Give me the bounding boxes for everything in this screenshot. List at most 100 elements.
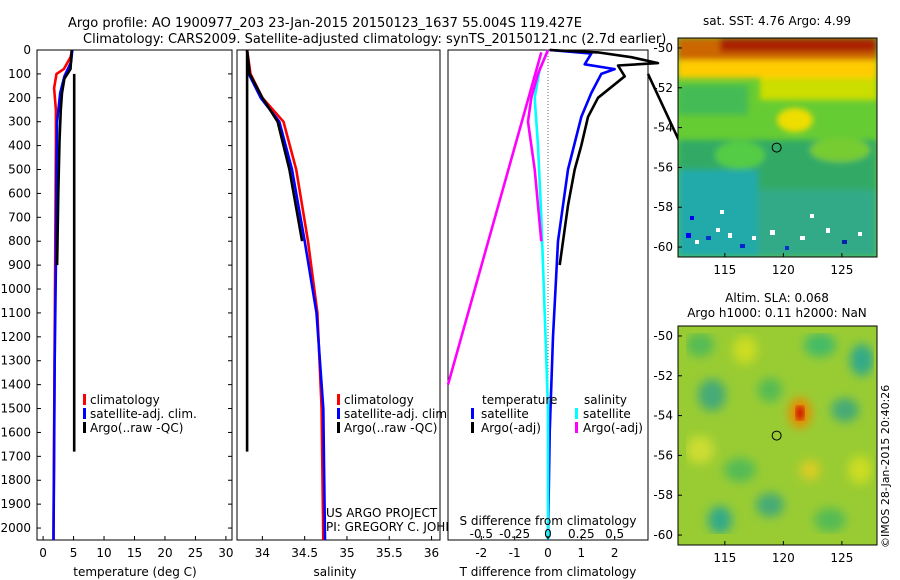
lat-tick-label: -54 — [653, 121, 673, 135]
difference-series — [446, 48, 683, 541]
series-line-0 — [546, 48, 617, 541]
legend-swatch-s-argo — [575, 422, 578, 433]
legend-swatch-satellite — [83, 408, 86, 419]
legend-label-s-satellite: satellite — [583, 407, 631, 421]
x-tick-label: 30 — [218, 546, 233, 560]
sst-axes — [677, 37, 878, 258]
lon-tick-label: 115 — [713, 263, 736, 277]
legend-swatch-s-satellite — [575, 408, 578, 419]
depth-tick-label: 1300 — [0, 354, 31, 368]
depth-ticks: 0 100 200 300 400 500 600 700 800 900 1000 1100 1200… — [0, 43, 232, 535]
x-tick-label: 20 — [157, 546, 172, 560]
depth-tick-label: 400 — [8, 139, 31, 153]
imos-stamp: ©IMOS 28-Jan-2015 20:40:26 — [879, 385, 892, 548]
series-line-1 — [52, 49, 74, 541]
header-line2: Climatology: CARS2009. Satellite-adjuste… — [83, 32, 666, 47]
depth-tick-label: 0 — [23, 43, 31, 57]
t-difference-ticks: -2 -1 0 1 2 — [475, 536, 618, 560]
x-tick-label: 5 — [70, 546, 78, 560]
depth-tick-label: 1000 — [0, 282, 31, 296]
depth-tick-label: 600 — [8, 186, 31, 200]
sst-blobs — [678, 38, 877, 257]
lon-tick-label: 125 — [830, 263, 853, 277]
legend-label-t-satellite: satellite — [481, 407, 529, 421]
s-tick-label: -0.5 — [470, 527, 493, 541]
depth-tick-label: 2000 — [0, 521, 31, 535]
temperature-legend: climatology satellite-adj. clim. Argo(..… — [83, 393, 197, 435]
x-tick-label: 2 — [611, 546, 619, 560]
sla-lat-ticks: -50 -52 -54 -56 -58 -60 — [653, 329, 682, 542]
legend-heading-salinity: salinity — [584, 393, 627, 407]
temperature-panel: 0 5 10 15 20 25 30 0 100 200 300 400 500 600 700 800 90… — [0, 43, 233, 579]
sst-field — [678, 38, 877, 257]
series-line-2 — [245, 49, 304, 242]
temperature-series — [52, 49, 76, 541]
x-tick-label: 10 — [96, 546, 111, 560]
sla-field — [678, 326, 877, 545]
legend-label-argo: Argo(..raw -QC) — [90, 421, 183, 435]
depth-tick-label: 300 — [8, 115, 31, 129]
depth-tick-label: 700 — [8, 210, 31, 224]
legend-label-satellite: satellite-adj. clim. — [90, 407, 197, 421]
depth-tick-label: 1400 — [0, 378, 31, 392]
legend-swatch-argo — [83, 422, 86, 433]
legend-label-s-argo: Argo(-adj) — [583, 421, 643, 435]
depth-tick-label: 100 — [8, 67, 31, 81]
sla-lon-ticks: 115 120 125 — [713, 541, 853, 565]
lon-tick-label: 120 — [772, 551, 795, 565]
sst-speckle — [686, 210, 862, 250]
sst-title: sat. SST: 4.76 Argo: 4.99 — [703, 14, 851, 28]
project-line1: US ARGO PROJECT — [326, 506, 438, 520]
sst-map: sat. SST: 4.76 Argo: 4.99 — [653, 14, 878, 277]
temperature-axes — [36, 49, 233, 541]
salinity-axes — [236, 49, 441, 541]
series-line-2 — [646, 73, 683, 147]
s-tick-label: 0 — [544, 527, 552, 541]
salinity-x-ticks: 34 34.5 35 35.5 36 — [255, 536, 439, 560]
series-line-5 — [446, 52, 543, 385]
sla-eddy-core — [795, 405, 805, 421]
x-tick-label: -1 — [509, 546, 521, 560]
lat-tick-label: -56 — [653, 448, 673, 462]
x-tick-label: 34 — [255, 546, 270, 560]
lon-tick-label: 125 — [830, 551, 853, 565]
sst-argo-marker — [771, 142, 782, 153]
legend-label-climatology: climatology — [344, 393, 414, 407]
depth-tick-label: 1900 — [0, 497, 31, 511]
series-line-2 — [55, 49, 73, 266]
lon-tick-label: 115 — [713, 551, 736, 565]
depth-tick-label: 500 — [8, 163, 31, 177]
x-tick-label: 0 — [39, 546, 47, 560]
lat-tick-label: -52 — [653, 81, 673, 95]
x-tick-label: 35.5 — [376, 546, 403, 560]
x-tick-label: 15 — [127, 546, 142, 560]
legend-label-t-argo: Argo(-adj) — [481, 421, 541, 435]
difference-panel: -2 -1 0 1 2 -0.5 -0.25 0 0.25 0.5 S difference f… — [446, 48, 683, 579]
salinity-xlabel: salinity — [313, 565, 356, 579]
x-tick-label: 25 — [188, 546, 203, 560]
s-difference-ticks: -0.5 -0.25 0 0.25 0.5 — [470, 527, 625, 541]
legend-swatch-climatology — [83, 394, 86, 405]
x-tick-label: 36 — [424, 546, 439, 560]
lat-tick-label: -50 — [653, 41, 673, 55]
legend-swatch-t-argo — [471, 422, 474, 433]
depth-tick-label: 200 — [8, 91, 31, 105]
depth-tick-label: 1500 — [0, 402, 31, 416]
x-tick-label: 1 — [578, 546, 586, 560]
legend-swatch-satellite — [337, 408, 340, 419]
x-tick-label: 35 — [339, 546, 354, 560]
s-tick-label: -0.25 — [499, 527, 530, 541]
depth-tick-label: 1200 — [0, 330, 31, 344]
depth-tick-label: 1600 — [0, 425, 31, 439]
difference-legend: temperature salinity satellite Argo(-adj… — [471, 393, 643, 435]
salinity-series — [245, 49, 327, 541]
lat-tick-label: -52 — [653, 369, 673, 383]
lat-tick-label: -54 — [653, 409, 673, 423]
depth-tick-label: 1100 — [0, 306, 31, 320]
sst-lat-ticks: -50 -52 -54 -56 -58 -60 — [653, 41, 682, 254]
legend-swatch-argo — [337, 422, 340, 433]
header-line1: Argo profile: AO 1900977_203 23-Jan-2015… — [68, 16, 582, 31]
temperature-x-ticks: 0 5 10 15 20 25 30 — [39, 536, 234, 560]
x-tick-label: -2 — [475, 546, 487, 560]
